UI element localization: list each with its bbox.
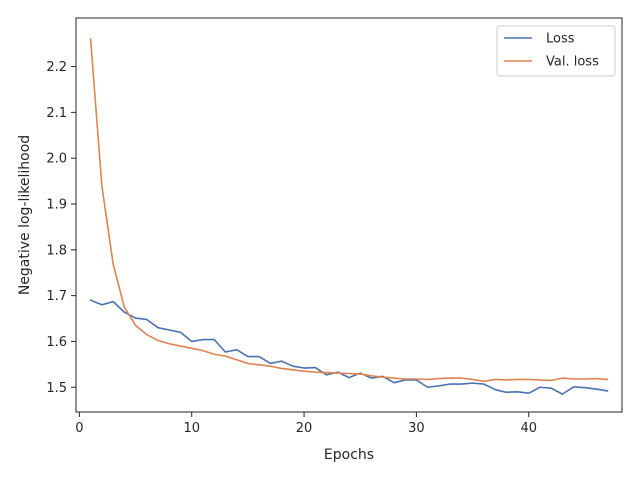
series-line-val-loss [89,38,609,383]
series-layer [89,38,609,395]
y-tick-label: 1.5 [46,381,67,396]
y-tick-label: 2.2 [46,60,67,75]
x-tick-label: 0 [75,421,83,436]
x-tick-label: 20 [296,421,313,436]
ticks-layer: 0 10 20 30 40 1.5 1.6 1.7 1.8 1.9 2.0 2.1 2.2 [46,60,537,436]
x-tick-label: 40 [520,421,537,436]
plot-frame [75,17,623,413]
legend: Loss Val. loss [496,25,616,77]
y-tick-label: 1.8 [46,243,67,258]
y-axis-label: Negative log-likelihood [17,135,33,295]
y-tick-label: 2.1 [46,106,67,121]
x-tick-label: 30 [408,421,425,436]
x-tick-label: 10 [183,421,200,436]
y-tick-label: 1.9 [46,198,67,213]
plot-area [76,18,622,412]
x-axis-label: Epochs [324,447,374,463]
series-line-loss [89,299,609,395]
y-tick-label: 1.7 [46,289,67,304]
legend-label: Loss [546,32,575,47]
y-tick-label: 2.0 [46,152,67,167]
y-tick-label: 1.6 [46,335,67,350]
legend-label: Val. loss [546,55,599,70]
